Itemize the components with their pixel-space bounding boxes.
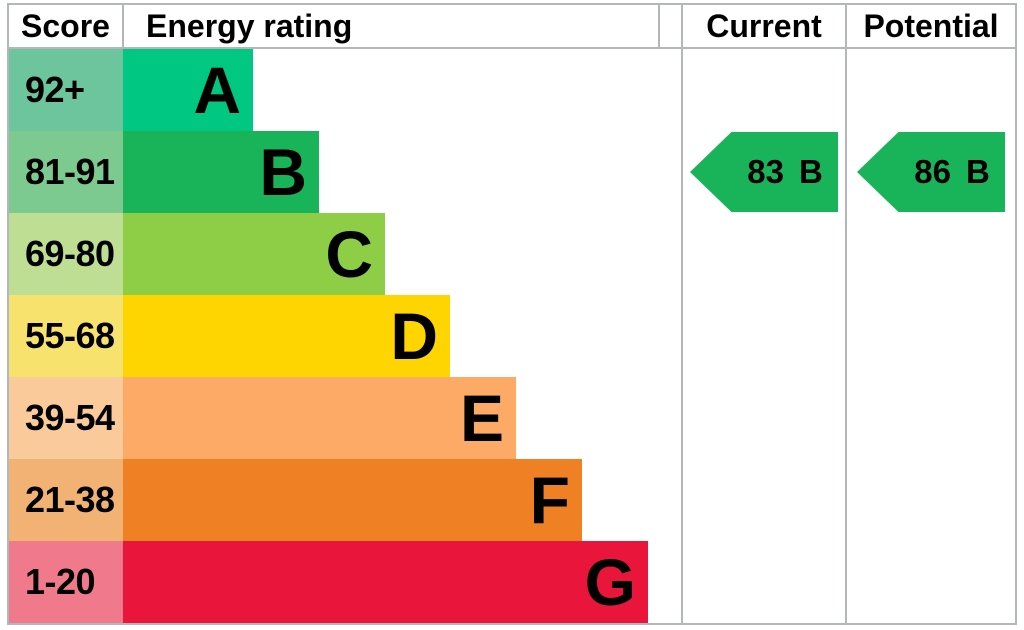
- column-divider-score: [122, 5, 124, 47]
- column-divider-potential: [845, 5, 847, 623]
- score-range-f: 21-38: [9, 459, 123, 541]
- rating-bar-c: C: [123, 213, 385, 295]
- column-divider-energy-end: [658, 5, 660, 47]
- score-range-c: 69-80: [9, 213, 123, 295]
- band-letter-g: G: [584, 545, 636, 619]
- rating-bar-e: E: [123, 377, 516, 459]
- column-header-potential: Potential: [863, 7, 999, 44]
- potential-score-value: 86: [914, 153, 951, 190]
- band-letter-a: A: [193, 53, 241, 127]
- rating-bar-b: B: [123, 131, 319, 213]
- rating-bar-g: G: [123, 541, 648, 623]
- current-rating-arrow: 83 B: [690, 132, 838, 212]
- column-header-score: Score: [21, 7, 110, 44]
- column-divider-current: [681, 5, 683, 623]
- score-range-g: 1-20: [9, 541, 123, 623]
- rating-bar-d: D: [123, 295, 450, 377]
- rating-bar-f: F: [123, 459, 582, 541]
- current-score-value: 83: [747, 153, 784, 190]
- current-band-letter: B: [798, 153, 823, 190]
- column-header-current: Current: [706, 7, 822, 44]
- band-letter-b: B: [259, 135, 307, 209]
- score-range-e: 39-54: [9, 377, 123, 459]
- epc-rating-chart: Score Energy rating Current Potential 92…: [7, 3, 1017, 625]
- score-range-d: 55-68: [9, 295, 123, 377]
- potential-rating-arrow: 86 B: [857, 132, 1005, 212]
- band-letter-c: C: [325, 217, 373, 291]
- header-underline: [9, 47, 1015, 49]
- band-letter-f: F: [529, 463, 570, 537]
- column-header-energy-rating: Energy rating: [146, 7, 353, 44]
- potential-band-letter: B: [965, 153, 990, 190]
- score-range-a: 92+: [9, 49, 123, 131]
- rating-bar-a: A: [123, 49, 253, 131]
- score-range-b: 81-91: [9, 131, 123, 213]
- band-letter-d: D: [390, 299, 438, 373]
- band-letter-e: E: [459, 381, 504, 455]
